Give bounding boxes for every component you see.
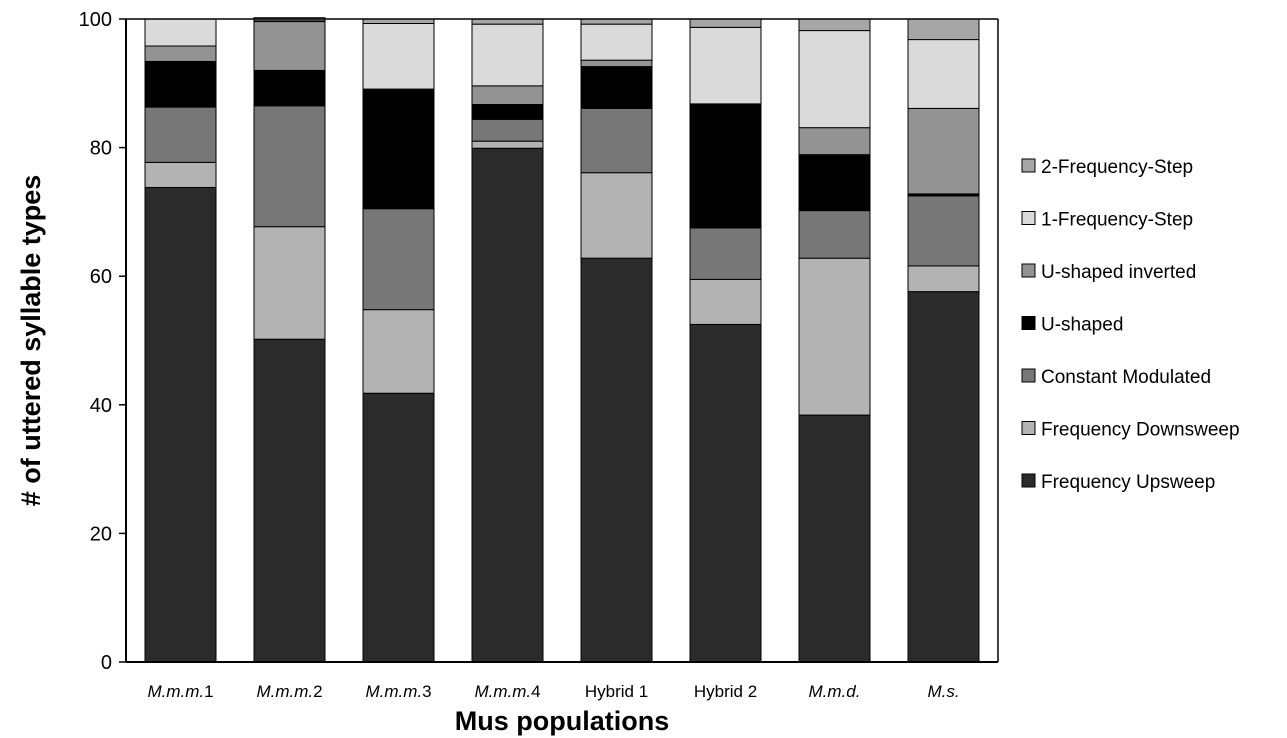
legend-label: 2-Frequency-Step	[1041, 157, 1193, 178]
y-tick-label: 80	[90, 138, 112, 160]
y-axis-ticks: 0 20 40 60 80 100	[79, 9, 126, 674]
bar-segment	[253, 21, 326, 71]
x-tick-label-suffix: 4	[531, 682, 540, 701]
bar-segment	[907, 265, 980, 293]
x-tick-label-species: M.m.m.	[365, 682, 422, 701]
bar-segment	[798, 154, 871, 212]
bar-segment	[798, 18, 871, 32]
bar-segment	[362, 309, 435, 394]
bar-segment	[689, 103, 762, 229]
x-tick-label-suffix: 2	[313, 682, 322, 701]
bar-segment	[144, 45, 217, 62]
y-tick-label: 100	[79, 9, 112, 31]
x-tick-label-species: M.m.m.	[474, 682, 531, 701]
x-tick-label: M.m.d.	[809, 682, 861, 701]
bar-segment	[471, 18, 544, 25]
bar-segment	[362, 23, 435, 90]
bars-layer	[144, 17, 980, 663]
x-tick-label: M.m.m.2	[256, 682, 322, 701]
x-tick-label-suffix: Hybrid 1	[585, 682, 648, 701]
bar-segment	[689, 278, 762, 325]
bar-segment	[580, 59, 653, 68]
legend-label: 1-Frequency-Step	[1041, 210, 1193, 231]
bar-segment	[798, 210, 871, 259]
bar-segment	[580, 23, 653, 61]
y-tick-label: 60	[90, 266, 112, 288]
legend-swatch	[1021, 263, 1036, 278]
y-tick-label: 20	[90, 523, 112, 545]
bar-segment	[798, 414, 871, 663]
x-tick-label-suffix: Hybrid 2	[694, 682, 757, 701]
bar-segment	[144, 18, 217, 47]
bar-segment	[253, 338, 326, 663]
x-axis-title: Mus populations	[455, 706, 669, 736]
legend-label: Frequency Downsweep	[1041, 420, 1240, 441]
bar-segment	[689, 227, 762, 280]
legend-label: Constant Modulated	[1041, 367, 1211, 388]
legend-swatch	[1021, 473, 1036, 488]
x-tick-label-species: M.m.m.	[256, 682, 313, 701]
y-tick-label: 0	[101, 652, 112, 674]
bar-segment	[907, 195, 980, 267]
legend-swatch	[1021, 316, 1036, 330]
x-tick-label-species: M.s.	[927, 682, 959, 701]
x-tick-label-species: M.m.d.	[809, 682, 861, 701]
x-tick-label-suffix: 1	[204, 682, 213, 701]
bar-segment	[471, 118, 544, 142]
bar-segment	[144, 161, 217, 188]
bar-segment	[253, 226, 326, 340]
bar-segment	[253, 105, 326, 228]
legend-label: Frequency Upsweep	[1041, 472, 1215, 493]
y-tick-label: 40	[90, 395, 112, 417]
y-axis-title: # of uttered syllable types	[16, 175, 46, 507]
bar-segment	[907, 291, 980, 663]
bar-segment	[580, 107, 653, 174]
bar-segment	[362, 392, 435, 663]
bar-segment	[471, 140, 544, 149]
bar-segment	[362, 88, 435, 210]
x-tick-label: M.m.m.3	[365, 682, 431, 701]
bar-segment	[471, 104, 544, 120]
legend-swatch	[1021, 421, 1036, 435]
x-tick-label: M.m.m.4	[474, 682, 540, 701]
legend-label: U-shaped	[1041, 315, 1123, 336]
bar-segment	[580, 172, 653, 259]
x-tick-label: Hybrid 2	[694, 682, 757, 701]
x-tick-label-species: M.m.m.	[147, 682, 204, 701]
bar-segment	[580, 66, 653, 109]
bar-segment	[144, 186, 217, 663]
bar-segment	[689, 323, 762, 663]
bar-segment	[689, 18, 762, 28]
x-tick-label: M.s.	[927, 682, 959, 701]
bar-segment	[798, 30, 871, 129]
x-axis-category-labels: M.m.m.1 M.m.m.2 M.m.m.3 M.m.m.4 Hybrid 1 Hybr…	[147, 682, 959, 701]
legend-swatch	[1021, 368, 1036, 383]
legend-swatch	[1021, 158, 1036, 173]
bar-segment	[907, 39, 980, 109]
x-tick-label: Hybrid 1	[585, 682, 648, 701]
legend-label: U-shaped inverted	[1041, 262, 1196, 283]
bar-segment	[362, 208, 435, 311]
legend: 2-Frequency-Step 1-Frequency-Step U-shaped…	[1021, 157, 1240, 493]
bar-segment	[471, 85, 544, 106]
bar-segment	[253, 69, 326, 107]
bar-segment	[907, 18, 980, 41]
x-tick-label: M.m.m.1	[147, 682, 213, 701]
bar-segment	[471, 147, 544, 663]
bar-segment	[580, 18, 653, 25]
bar-segment	[798, 257, 871, 416]
bar-segment	[689, 26, 762, 105]
bar-segment	[798, 127, 871, 156]
bar-segment	[144, 106, 217, 163]
bar-segment	[580, 257, 653, 663]
legend-swatch	[1021, 211, 1036, 225]
bar-segment	[907, 107, 980, 195]
bar-segment	[144, 60, 217, 108]
x-tick-label-suffix: 3	[422, 682, 431, 701]
bar-segment	[471, 23, 544, 87]
